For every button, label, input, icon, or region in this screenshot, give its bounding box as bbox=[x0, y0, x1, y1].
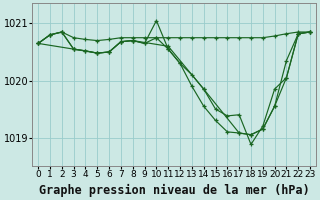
X-axis label: Graphe pression niveau de la mer (hPa): Graphe pression niveau de la mer (hPa) bbox=[39, 183, 309, 197]
